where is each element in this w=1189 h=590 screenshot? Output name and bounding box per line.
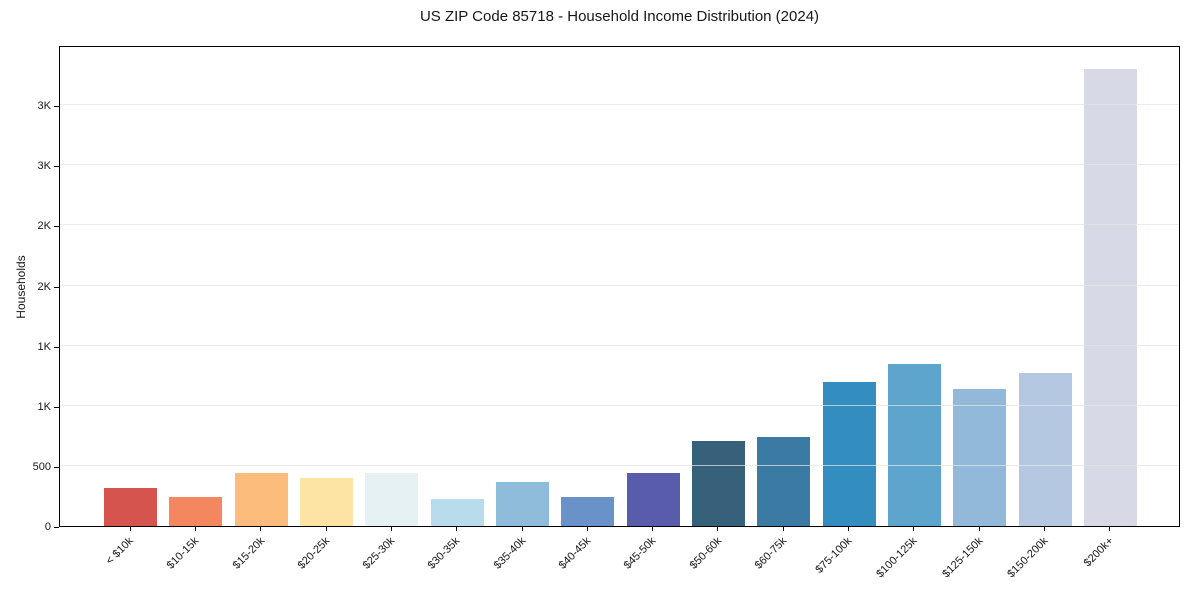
y-tick-mark: [54, 466, 59, 468]
x-tick-mark: [717, 527, 719, 531]
y-tick-mark: [54, 527, 59, 528]
bar: [822, 382, 876, 526]
x-tick-label: $30-35k: [426, 535, 463, 572]
y-tick-mark: [54, 346, 59, 348]
gridline: [60, 164, 1179, 166]
y-tick-mark: [54, 106, 59, 108]
y-tick-label: 1K: [37, 400, 51, 413]
y-tick-mark: [54, 406, 59, 408]
x-tick-mark: [456, 527, 458, 531]
bar: [626, 472, 680, 526]
y-tick-mark: [54, 166, 59, 168]
x-tick-label: $10-15k: [164, 535, 202, 572]
x-tick-mark: [586, 527, 588, 531]
bar: [953, 388, 1007, 526]
bar: [887, 363, 941, 526]
x-tick-label: $45-50k: [622, 535, 659, 572]
bar: [691, 440, 745, 526]
x-tick-label: $100-125k: [874, 535, 920, 581]
chart-title: US ZIP Code 85718 - Household Income Dis…: [419, 8, 820, 25]
x-tick-label: $35-40k: [491, 535, 529, 572]
gridline: [60, 104, 1179, 106]
x-tick-mark: [390, 527, 392, 531]
y-tick-mark: [54, 286, 59, 288]
x-tick-label: $40-45k: [556, 535, 594, 572]
x-tick-mark: [848, 527, 850, 531]
bar: [169, 497, 223, 526]
x-tick-mark: [521, 527, 523, 531]
y-tick-label: 1K: [37, 340, 51, 353]
y-tick-label: 3K: [37, 100, 51, 113]
bar: [561, 496, 615, 526]
x-tick-label: < $10k: [104, 535, 137, 568]
gridline: [60, 224, 1179, 226]
x-tick-mark: [325, 527, 327, 531]
plot-area: [59, 46, 1180, 527]
x-tick-label: $200k+: [1081, 535, 1116, 570]
x-tick-label: $150-200k: [1005, 535, 1051, 581]
bar: [300, 477, 354, 526]
bar: [234, 473, 288, 526]
gridline: [60, 404, 1179, 406]
x-tick-mark: [782, 527, 784, 531]
bar: [104, 487, 158, 526]
bar: [430, 499, 484, 526]
gridline: [60, 344, 1179, 346]
gridline: [60, 464, 1179, 466]
y-axis-tick-labels: 0 500 1K 1K 2K 2K 3K 3K: [0, 46, 51, 533]
y-tick-label: 2K: [37, 280, 51, 293]
x-tick-label: $60-75k: [752, 535, 790, 572]
x-tick-label: $20-25k: [295, 535, 333, 572]
x-tick-mark: [913, 527, 915, 531]
y-tick-mark: [54, 226, 59, 228]
x-tick-mark: [652, 527, 654, 531]
y-axis-tick-marks: [54, 46, 59, 528]
bar: [757, 437, 811, 526]
bar: [1083, 68, 1137, 526]
x-tick-mark: [129, 527, 131, 531]
y-tick-label: 0: [44, 521, 51, 533]
x-tick-mark: [194, 527, 196, 531]
y-tick-label: 500: [32, 460, 51, 473]
bar: [365, 472, 419, 526]
x-tick-label: $75-100k: [813, 535, 855, 576]
x-tick-label: $50-60k: [687, 535, 724, 572]
y-tick-label: 2K: [37, 220, 51, 233]
x-tick-label: $15-20k: [230, 535, 267, 572]
x-tick-mark: [1109, 527, 1111, 531]
x-tick-mark: [1044, 527, 1046, 531]
y-tick-label: 3K: [37, 160, 51, 173]
x-tick-label: $125-150k: [939, 535, 986, 581]
x-tick-mark: [260, 527, 262, 531]
bar: [496, 482, 550, 526]
bar: [1018, 373, 1072, 526]
x-tick-mark: [978, 527, 980, 531]
gridline: [60, 284, 1179, 286]
x-axis-tick-area: < $10k $10-15k $15-20k $20-25k $25-30k $30-35…: [59, 527, 1180, 587]
x-tick-label: $25-30k: [360, 535, 398, 572]
